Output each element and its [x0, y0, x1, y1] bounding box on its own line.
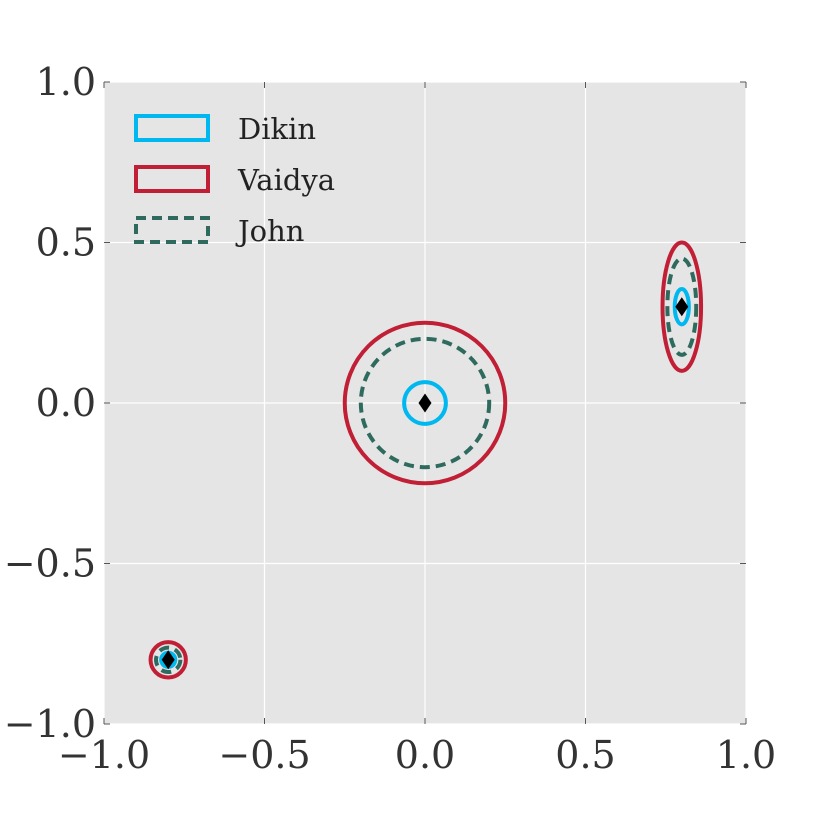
y-tick-label: 1.0: [36, 60, 96, 104]
john-ellipse: [665, 256, 699, 357]
y-tick-label: −1.0: [4, 702, 96, 746]
legend-label-john: John: [235, 214, 304, 248]
legend-swatch-vaidya: [134, 165, 210, 193]
y-tick-label: 0.5: [36, 221, 96, 265]
y-tick-labels: −1.0 −0.5 0.0 0.5 1.0: [4, 60, 96, 746]
john-ellipse: [358, 336, 492, 470]
y-tick-label: −0.5: [4, 542, 96, 586]
center-marker: [675, 297, 689, 317]
x-tick-label: −1.0: [58, 733, 150, 777]
x-tick-label: 0.5: [555, 733, 615, 777]
center-markers: [161, 297, 689, 670]
ellipses: [148, 240, 704, 680]
legend-label-vaidya: Vaidya: [237, 163, 335, 197]
legend-label-dikin: Dikin: [238, 112, 316, 146]
dikin-ellipse: [402, 380, 448, 426]
dikin-ellipse: [672, 287, 691, 327]
vaidya-ellipse: [148, 640, 188, 680]
vaidya-ellipse: [342, 320, 508, 486]
x-tick-labels: −1.0 −0.5 0.0 0.5 1.0: [58, 733, 776, 777]
x-tick-label: 1.0: [716, 733, 776, 777]
x-tick-label: 0.0: [395, 733, 455, 777]
y-tick-label: 0.0: [36, 381, 96, 425]
center-marker: [161, 650, 175, 670]
legend: Dikin Vaidya John: [134, 112, 335, 248]
axis-ticks: [103, 81, 747, 725]
center-marker: [418, 393, 432, 413]
x-tick-label: −0.5: [218, 733, 310, 777]
legend-swatch-dikin: [134, 114, 210, 142]
legend-swatch-john: [134, 216, 210, 244]
vaidya-ellipse: [660, 240, 704, 373]
john-ellipse: [154, 645, 183, 674]
